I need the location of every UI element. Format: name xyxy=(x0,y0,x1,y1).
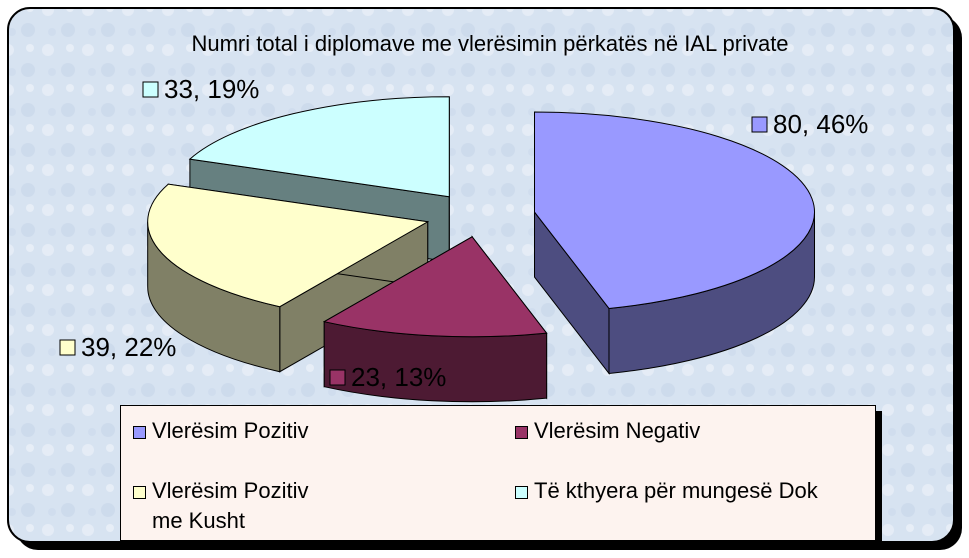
legend-swatch xyxy=(515,486,528,499)
legend-item: Të kthyera për mungesë Dok xyxy=(503,466,873,542)
legend-label: Vlerësim Pozitiv me Kusht xyxy=(152,478,309,533)
legend-swatch xyxy=(515,426,528,439)
legend-item: Vlerësim Pozitiv xyxy=(121,406,503,466)
data-label: 80, 46% xyxy=(773,109,868,139)
legend-label: Vlerësim Pozitiv xyxy=(152,418,309,443)
slice xyxy=(188,96,450,198)
label-swatch xyxy=(59,339,76,356)
label-swatch xyxy=(751,116,768,133)
slice xyxy=(147,183,430,308)
chart-title: Numri total i diplomave me vlerësimin pë… xyxy=(191,31,788,56)
legend-item: Vlerësim Negativ xyxy=(503,406,873,466)
legend-swatch xyxy=(133,486,146,499)
data-label: 23, 13% xyxy=(351,362,446,392)
label-swatch xyxy=(329,369,346,386)
legend-swatch xyxy=(133,426,146,439)
legend-item: Vlerësim Pozitiv me Kusht xyxy=(121,466,503,542)
legend-label: Të kthyera për mungesë Dok xyxy=(534,478,818,503)
label-swatch xyxy=(142,81,159,98)
pie xyxy=(147,96,816,403)
data-label: 39, 22% xyxy=(81,332,176,362)
slice xyxy=(322,236,548,338)
data-label: 33, 19% xyxy=(164,74,259,104)
data-labels: 80, 46% 23, 13% 39, 22% 33, 19% xyxy=(59,74,868,392)
slice xyxy=(534,111,815,309)
legend-label: Vlerësim Negativ xyxy=(534,418,701,443)
legend: Vlerësim Pozitiv Vlerësim Negativ Vlerësim… xyxy=(120,405,876,541)
